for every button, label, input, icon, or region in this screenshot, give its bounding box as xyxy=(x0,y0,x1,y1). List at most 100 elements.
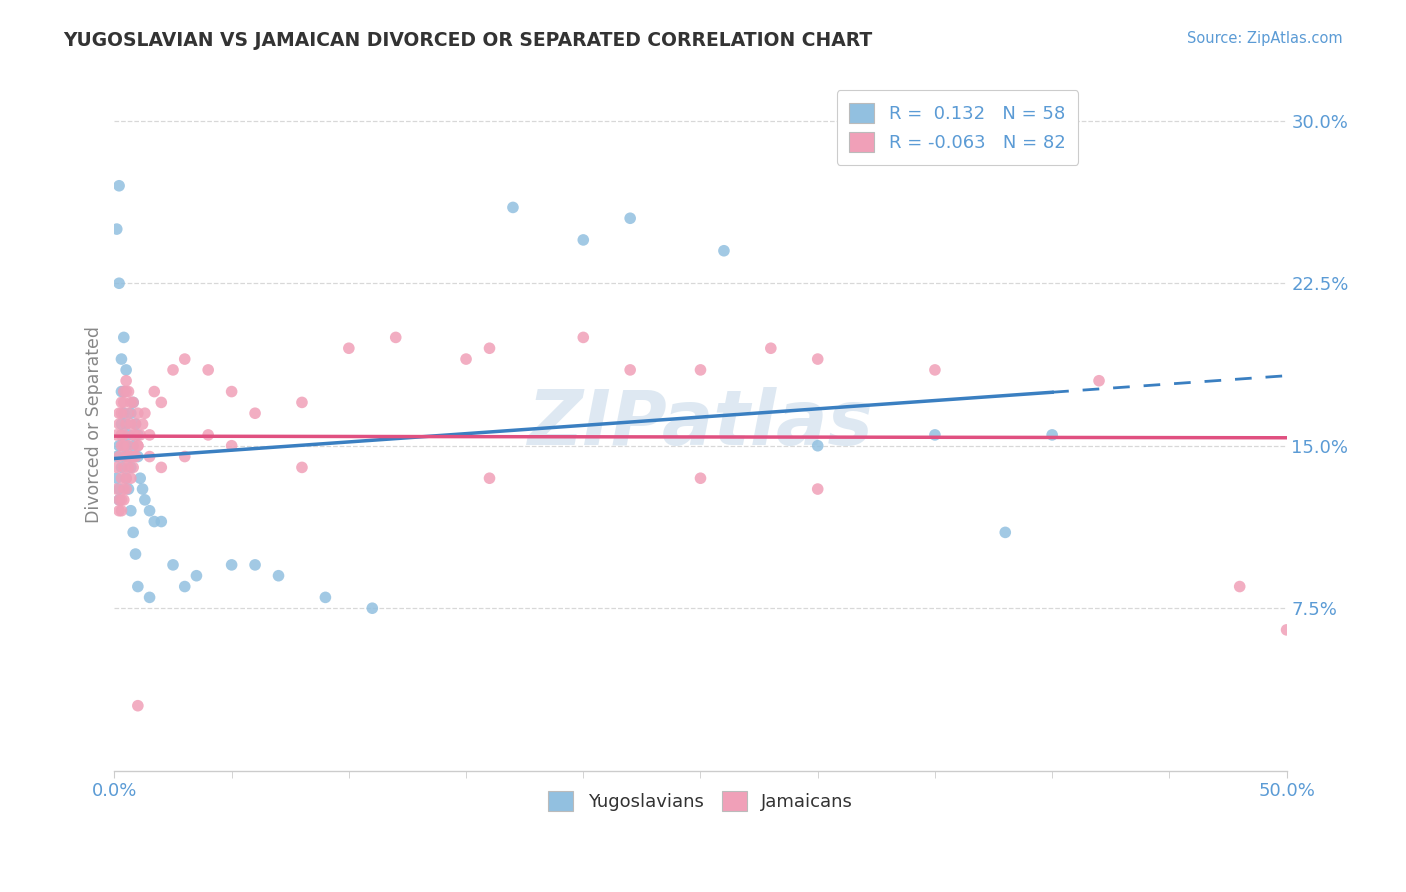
Point xyxy=(117,384,139,399)
Point xyxy=(105,450,128,464)
Point xyxy=(108,482,131,496)
Point xyxy=(502,201,524,215)
Point xyxy=(110,417,132,431)
Point xyxy=(108,417,131,431)
Text: YUGOSLAVIAN VS JAMAICAN DIVORCED OR SEPARATED CORRELATION CHART: YUGOSLAVIAN VS JAMAICAN DIVORCED OR SEPA… xyxy=(63,31,873,50)
Point xyxy=(120,504,142,518)
Point xyxy=(291,395,314,409)
Point xyxy=(127,580,149,594)
Point xyxy=(115,363,138,377)
Point xyxy=(759,341,782,355)
Point xyxy=(117,439,139,453)
Point xyxy=(162,558,184,572)
Point xyxy=(267,568,290,582)
Point xyxy=(108,406,131,420)
Point xyxy=(138,504,160,518)
Text: Source: ZipAtlas.com: Source: ZipAtlas.com xyxy=(1187,31,1343,46)
Point xyxy=(108,450,131,464)
Point xyxy=(127,439,149,453)
Point xyxy=(689,363,711,377)
Point xyxy=(150,460,173,475)
Point xyxy=(112,395,135,409)
Point xyxy=(122,460,145,475)
Point xyxy=(112,482,135,496)
Point xyxy=(112,450,135,464)
Point xyxy=(117,406,139,420)
Point xyxy=(134,492,156,507)
Point xyxy=(131,417,153,431)
Point xyxy=(112,406,135,420)
Point xyxy=(108,504,131,518)
Point xyxy=(994,525,1017,540)
Point xyxy=(115,482,138,496)
Point xyxy=(110,428,132,442)
Point xyxy=(112,460,135,475)
Point xyxy=(314,591,336,605)
Point xyxy=(124,450,146,464)
Point xyxy=(807,482,830,496)
Point xyxy=(108,178,131,193)
Point xyxy=(120,450,142,464)
Point xyxy=(127,406,149,420)
Point xyxy=(129,428,152,442)
Point xyxy=(108,277,131,291)
Point xyxy=(105,222,128,236)
Legend: Yugoslavians, Jamaicans: Yugoslavians, Jamaicans xyxy=(536,778,866,824)
Point xyxy=(112,384,135,399)
Point xyxy=(122,395,145,409)
Point xyxy=(124,417,146,431)
Point xyxy=(112,330,135,344)
Point xyxy=(120,471,142,485)
Point xyxy=(291,460,314,475)
Point xyxy=(115,471,138,485)
Point xyxy=(127,439,149,453)
Point xyxy=(197,428,219,442)
Point xyxy=(197,363,219,377)
Point xyxy=(127,698,149,713)
Point xyxy=(173,352,195,367)
Point xyxy=(150,395,173,409)
Point xyxy=(117,450,139,464)
Point xyxy=(689,471,711,485)
Point xyxy=(110,384,132,399)
Point xyxy=(454,352,477,367)
Point xyxy=(572,330,595,344)
Point xyxy=(108,439,131,453)
Y-axis label: Divorced or Separated: Divorced or Separated xyxy=(86,326,103,523)
Point xyxy=(110,492,132,507)
Point xyxy=(115,417,138,431)
Point xyxy=(115,450,138,464)
Point xyxy=(1229,580,1251,594)
Point xyxy=(105,460,128,475)
Point xyxy=(124,428,146,442)
Point xyxy=(108,492,131,507)
Point xyxy=(143,384,166,399)
Point xyxy=(117,450,139,464)
Point xyxy=(120,417,142,431)
Point xyxy=(105,482,128,496)
Point xyxy=(143,515,166,529)
Point xyxy=(173,450,195,464)
Point xyxy=(572,233,595,247)
Point xyxy=(124,547,146,561)
Point xyxy=(150,515,173,529)
Point xyxy=(221,439,243,453)
Point xyxy=(384,330,406,344)
Point xyxy=(138,591,160,605)
Point xyxy=(1275,623,1298,637)
Point xyxy=(138,428,160,442)
Point xyxy=(713,244,735,258)
Point xyxy=(131,482,153,496)
Point xyxy=(108,492,131,507)
Point xyxy=(162,363,184,377)
Point xyxy=(110,471,132,485)
Point xyxy=(1088,374,1111,388)
Point xyxy=(112,384,135,399)
Point xyxy=(127,450,149,464)
Point xyxy=(173,580,195,594)
Point xyxy=(110,428,132,442)
Point xyxy=(112,492,135,507)
Point xyxy=(115,439,138,453)
Text: ZIPatlas: ZIPatlas xyxy=(527,387,873,461)
Point xyxy=(120,460,142,475)
